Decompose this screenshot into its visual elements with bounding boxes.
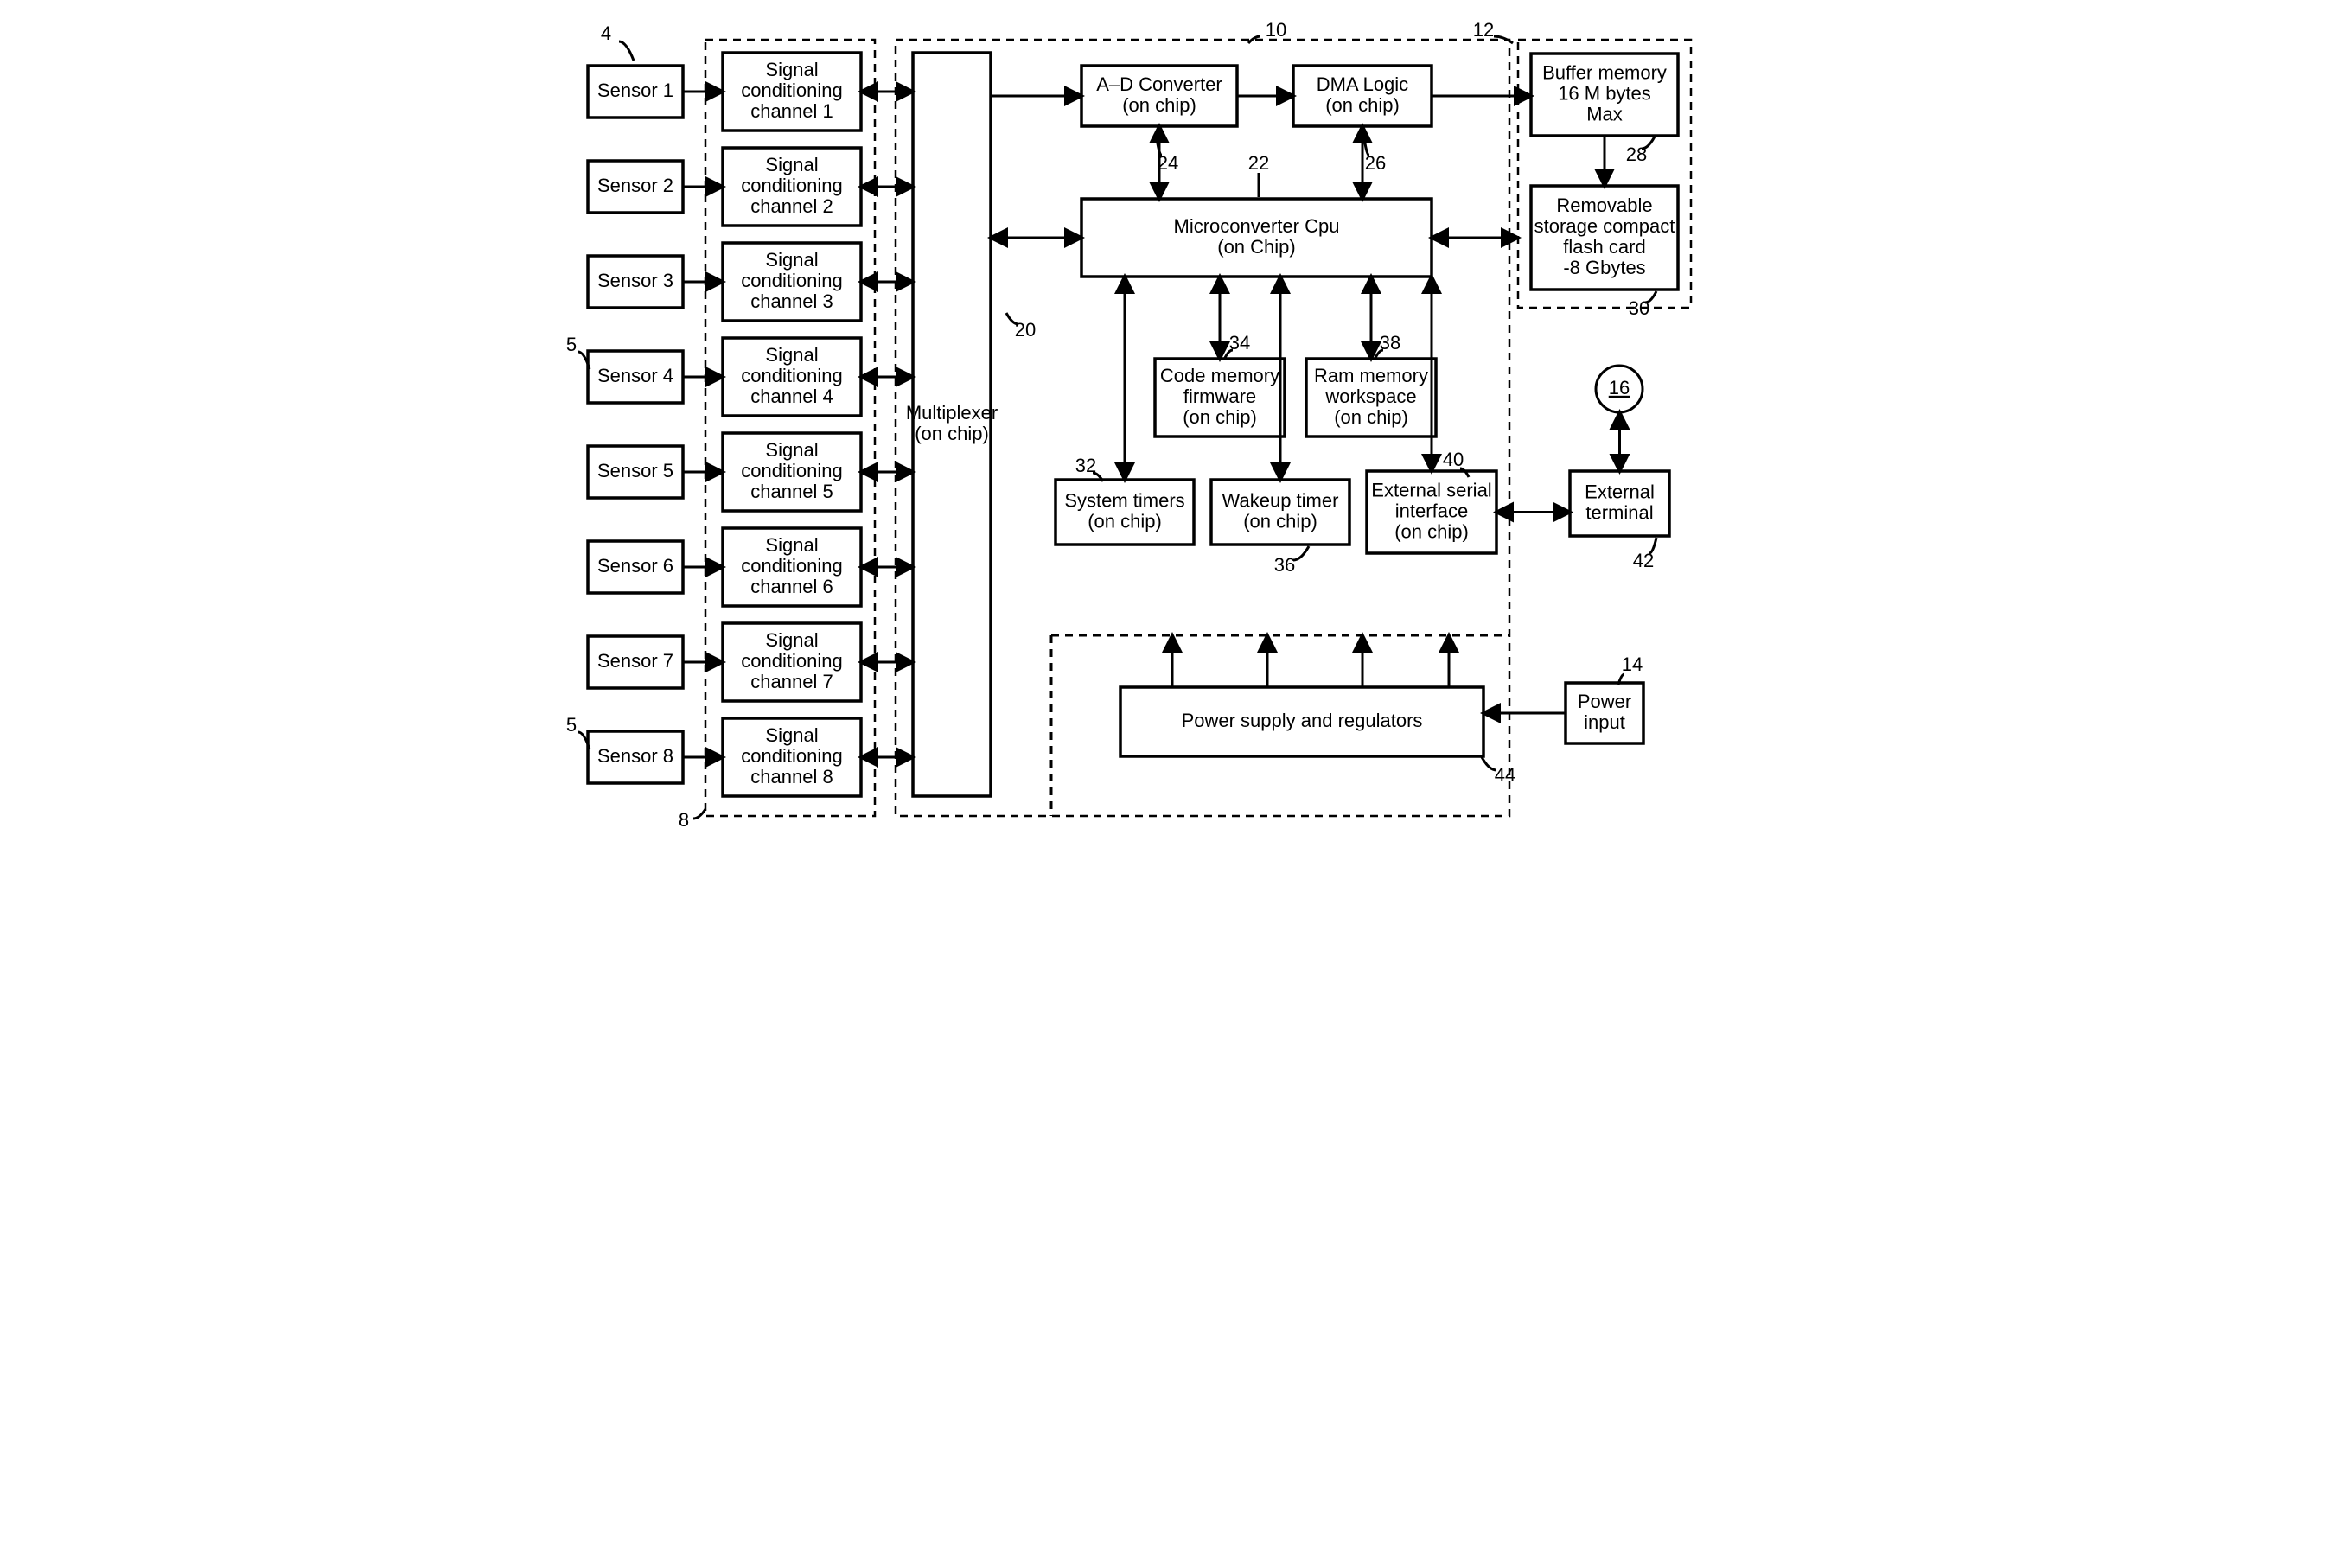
sensor-2-box-label: Sensor 2	[597, 175, 673, 196]
channel-7-box-label: Signal	[765, 629, 818, 651]
ref-number-40: 40	[1442, 449, 1463, 470]
block-diagram-svg: Sensor 1 Sensor 2 Sensor 3 Sensor 4 Sensor 5…	[533, 0, 1803, 856]
channel-1-box-label: conditioning	[741, 80, 842, 101]
system-timers-box-label: (on chip)	[1088, 510, 1162, 532]
channel-2-box-label: Signal	[765, 154, 818, 175]
channel-5-box-label: Signal	[765, 439, 818, 461]
flash-card-box-label: storage compact	[1534, 215, 1675, 237]
system-timers-box-label: System timers	[1064, 489, 1184, 511]
sensor-4-box-label: Sensor 4	[597, 365, 673, 386]
channel-7-box-label: channel 7	[750, 671, 833, 692]
multiplexer-box-label: Multiplexer	[905, 402, 997, 424]
power-input-box-label: input	[1584, 711, 1625, 733]
ref-number-5: 5	[565, 334, 576, 355]
channel-1-box-label: channel 1	[750, 100, 833, 122]
channel-4-box-label: conditioning	[741, 365, 842, 386]
ref-number-20: 20	[1014, 319, 1035, 341]
channel-1-box-label: Signal	[765, 59, 818, 80]
sensor-1-box-label: Sensor 1	[597, 80, 673, 101]
multiplexer-box-label: (on chip)	[915, 423, 989, 444]
channel-6-box-label: conditioning	[741, 555, 842, 577]
external-serial-box-label: interface	[1394, 500, 1467, 521]
external-terminal-box-label: terminal	[1585, 501, 1653, 523]
channel-2-box-label: channel 2	[750, 195, 833, 217]
channel-8-box-label: Signal	[765, 724, 818, 746]
ref-leader	[619, 41, 634, 61]
channel-4-box-label: Signal	[765, 344, 818, 366]
power-input-box-label: Power	[1577, 691, 1630, 712]
channel-3-box-label: Signal	[765, 249, 818, 271]
ref-number-36: 36	[1273, 554, 1294, 576]
code-memory-box-label: Code memory	[1159, 365, 1279, 386]
wakeup-timer-box-label: Wakeup timer	[1222, 489, 1338, 511]
channel-5-box-label: channel 5	[750, 481, 833, 502]
external-terminal-box-label: External	[1585, 481, 1655, 502]
ref-number-14: 14	[1621, 653, 1642, 675]
sensor-7-box-label: Sensor 7	[597, 650, 673, 672]
sensor-5-box-label: Sensor 5	[597, 460, 673, 481]
ref-number-8: 8	[678, 809, 688, 831]
flash-card-box-label: -8 Gbytes	[1563, 257, 1645, 278]
adc-box-label: (on chip)	[1122, 94, 1196, 116]
external-serial-box-label: External serial	[1371, 479, 1491, 500]
dma-box-label: (on chip)	[1325, 94, 1400, 116]
ref-number-12: 12	[1472, 19, 1493, 41]
code-memory-box-label: (on chip)	[1183, 406, 1257, 428]
flash-card-box-label: Removable	[1556, 194, 1652, 216]
buffer-memory-box-label: 16 M bytes	[1558, 82, 1651, 104]
wakeup-timer-box-label: (on chip)	[1243, 510, 1317, 532]
cpu-box-label: Microconverter Cpu	[1173, 215, 1339, 237]
code-memory-box-label: firmware	[1183, 386, 1255, 407]
ref-circle-16-label: 16	[1608, 377, 1629, 398]
flash-card-box-label: flash card	[1563, 236, 1645, 258]
ram-memory-box-label: Ram memory	[1313, 365, 1427, 386]
channel-8-box-label: channel 8	[750, 766, 833, 787]
sensor-6-box-label: Sensor 6	[597, 555, 673, 577]
ref-number-5: 5	[565, 714, 576, 736]
channel-4-box-label: channel 4	[750, 386, 833, 407]
ref-number-28: 28	[1625, 143, 1646, 165]
adc-box-label: A–D Converter	[1096, 73, 1222, 95]
channel-7-box-label: conditioning	[741, 650, 842, 672]
external-serial-box-label: (on chip)	[1394, 520, 1469, 542]
ram-memory-box-label: (on chip)	[1334, 406, 1408, 428]
ref-number-4: 4	[600, 22, 610, 44]
power-supply-box-label: Power supply and regulators	[1181, 710, 1422, 731]
buffer-memory-box-label: Buffer memory	[1542, 61, 1667, 83]
channel-3-box-label: conditioning	[741, 270, 842, 291]
channel-6-box-label: Signal	[765, 534, 818, 556]
sensor-3-box-label: Sensor 3	[597, 270, 673, 291]
channel-3-box-label: channel 3	[750, 290, 833, 312]
ref-number-22: 22	[1247, 152, 1268, 174]
ram-memory-box-label: workspace	[1324, 386, 1416, 407]
ref-number-10: 10	[1265, 19, 1286, 41]
dma-box-label: DMA Logic	[1316, 73, 1407, 95]
ref-leader	[693, 809, 705, 819]
channel-2-box-label: conditioning	[741, 175, 842, 196]
ref-number-44: 44	[1494, 764, 1515, 786]
ref-leader	[1293, 546, 1309, 560]
sensor-8-box-label: Sensor 8	[597, 745, 673, 767]
channel-8-box-label: conditioning	[741, 745, 842, 767]
ref-number-30: 30	[1628, 297, 1649, 319]
cpu-box-label: (on Chip)	[1217, 236, 1295, 258]
buffer-memory-box-label: Max	[1586, 103, 1623, 124]
channel-6-box-label: channel 6	[750, 576, 833, 597]
channel-5-box-label: conditioning	[741, 460, 842, 481]
